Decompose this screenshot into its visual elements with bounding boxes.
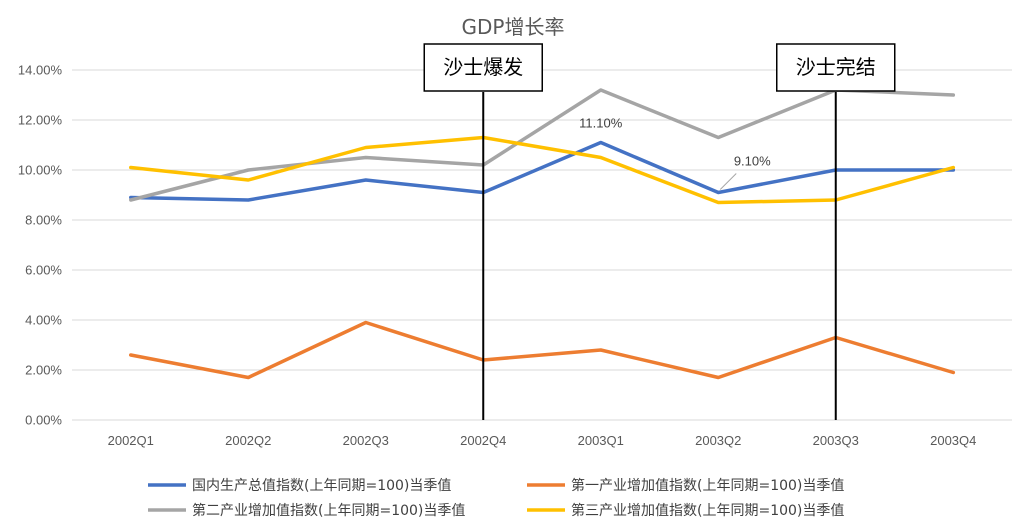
- data-point: [364, 146, 368, 149]
- y-tick-label: 14.00%: [18, 63, 63, 78]
- gridlines: [72, 69, 1012, 421]
- y-tick-label: 10.00%: [18, 163, 63, 178]
- chart-title: GDP增长率: [462, 15, 565, 39]
- data-point: [716, 136, 720, 139]
- x-tick-label: 2002Q2: [225, 433, 271, 448]
- data-point: [129, 353, 133, 357]
- y-tick-label: 8.00%: [25, 213, 62, 228]
- data-label: 11.10%: [579, 116, 623, 131]
- x-axis-ticks: 2002Q1 2002Q2 2002Q3 2002Q4 2003Q1 2003Q2 2003…: [108, 433, 977, 448]
- data-point: [599, 88, 603, 92]
- legend: 国内生产总值指数(上年同期=100)当季值 第一产业增加值指数(上年同期=100)…: [148, 477, 844, 519]
- data-point: [716, 376, 720, 379]
- data-labels: 11.10% 9.10%: [579, 116, 771, 190]
- series-line-2: [129, 320, 956, 380]
- data-point: [951, 371, 955, 374]
- data-point: [364, 156, 368, 159]
- data-point: [364, 178, 368, 182]
- legend-label: 第一产业增加值指数(上年同期=100)当季值: [571, 477, 844, 494]
- y-tick-label: 4.00%: [25, 313, 62, 328]
- annotation-label: 沙士完结: [796, 55, 876, 79]
- data-point: [951, 166, 955, 169]
- legend-label: 国内生产总值指数(上年同期=100)当季值: [192, 478, 451, 494]
- x-tick-label: 2003Q1: [578, 433, 624, 448]
- data-point: [129, 166, 133, 169]
- series-line-4: [129, 135, 956, 205]
- data-label-leader: [719, 173, 737, 190]
- series-line-1: [129, 140, 956, 202]
- data-point: [246, 178, 250, 182]
- x-tick-label: 2002Q4: [460, 433, 506, 448]
- legend-label: 第二产业增加值指数(上年同期=100)当季值: [192, 502, 465, 519]
- series-lines: [129, 88, 956, 380]
- data-point: [716, 201, 720, 204]
- annotation-label: 沙士爆发: [443, 55, 523, 79]
- y-tick-label: 6.00%: [25, 263, 62, 278]
- data-point: [246, 168, 250, 172]
- y-axis-ticks: 0.00% 2.00% 4.00% 6.00% 8.00% 10.00% 12.00% 14.…: [18, 63, 63, 428]
- x-tick-label: 2003Q4: [930, 433, 976, 448]
- x-tick-label: 2002Q1: [108, 433, 154, 448]
- y-tick-label: 2.00%: [25, 363, 62, 378]
- annotation-box: [776, 43, 896, 92]
- data-label: 9.10%: [734, 154, 771, 169]
- y-tick-label: 0.00%: [25, 413, 62, 428]
- data-point: [599, 156, 603, 159]
- data-point: [364, 321, 368, 324]
- legend-label: 第三产业增加值指数(上年同期=100)当季值: [571, 502, 844, 519]
- data-point: [599, 141, 603, 144]
- annotation-box: [423, 43, 543, 92]
- data-point: [951, 93, 955, 97]
- data-point: [599, 348, 603, 352]
- data-point: [246, 376, 250, 379]
- data-point: [246, 198, 250, 202]
- series-line-3: [129, 88, 956, 202]
- x-tick-label: 2003Q2: [695, 433, 741, 448]
- data-point: [716, 191, 720, 194]
- y-tick-label: 12.00%: [18, 113, 63, 128]
- annotations: 沙士爆发 沙士完结: [423, 43, 896, 420]
- x-tick-label: 2003Q3: [813, 433, 859, 448]
- x-tick-label: 2002Q3: [343, 433, 389, 448]
- data-point: [129, 198, 133, 202]
